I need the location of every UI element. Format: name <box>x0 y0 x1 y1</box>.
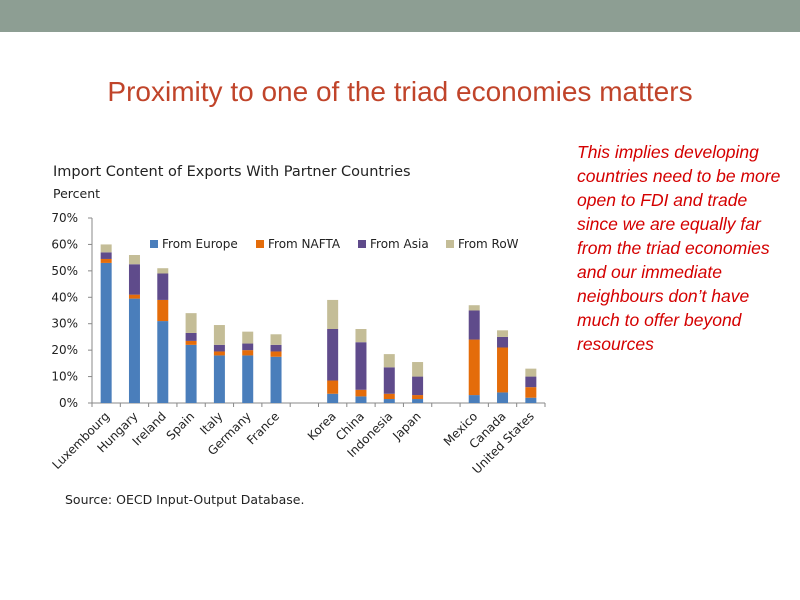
bar-segment-from-europe <box>468 395 480 403</box>
y-tick-label: 50% <box>51 264 78 278</box>
bar-segment-from-nafta <box>128 294 140 299</box>
y-tick-label: 0% <box>59 396 78 410</box>
bar-segment-from-nafta <box>525 387 537 398</box>
legend-swatch <box>446 240 454 248</box>
header-band <box>0 0 800 32</box>
bar-segment-from-row <box>270 334 282 345</box>
bar-segment-from-europe <box>412 399 424 403</box>
bar-segment-from-nafta <box>213 351 225 356</box>
bar-segment-from-europe <box>213 355 225 403</box>
legend-label: From Europe <box>162 237 238 251</box>
bar-segment-from-row <box>100 244 112 253</box>
bar-segment-from-nafta <box>100 258 112 263</box>
bar-segment-from-nafta <box>242 350 254 356</box>
bar-segment-from-asia <box>383 367 395 394</box>
bar-segment-from-row <box>213 325 225 345</box>
bar-segment-from-asia <box>270 344 282 352</box>
bar-segment-from-row <box>355 329 367 343</box>
bar-segment-from-asia <box>213 344 225 352</box>
bar-segment-from-asia <box>185 332 197 341</box>
bar-segment-from-asia <box>128 264 140 295</box>
x-tick-label: Korea <box>305 409 339 443</box>
side-note: This implies developing countries need t… <box>577 142 781 354</box>
bar-segment-from-asia <box>100 252 112 259</box>
chart-source: Source: OECD Input-Output Database. <box>65 492 305 507</box>
legend-swatch <box>150 240 158 248</box>
bar-segment-from-europe <box>497 392 509 403</box>
legend-swatch <box>358 240 366 248</box>
slide-title: Proximity to one of the triad economies … <box>107 76 693 107</box>
y-tick-label: 20% <box>51 343 78 357</box>
bar-segment-from-asia <box>327 329 339 381</box>
y-tick-label: 60% <box>51 237 78 251</box>
x-tick-label: Japan <box>389 409 423 443</box>
bar-segment-from-europe <box>383 399 395 403</box>
bar-segment-from-asia <box>468 310 480 340</box>
bar-segment-from-nafta <box>497 347 509 393</box>
bar-segment-from-nafta <box>270 351 282 357</box>
chart-title: Import Content of Exports With Partner C… <box>53 164 411 180</box>
bar-segment-from-nafta <box>327 380 339 394</box>
bar-segment-from-asia <box>525 376 537 388</box>
bar-segment-from-europe <box>128 298 140 403</box>
y-tick-label: 40% <box>51 290 78 304</box>
bar-segment-from-asia <box>497 336 509 348</box>
bar-segment-from-nafta <box>468 339 480 396</box>
x-tick-label: France <box>244 409 282 447</box>
bar-segment-from-nafta <box>355 389 367 397</box>
bar-segment-from-nafta <box>383 393 395 400</box>
bar-segment-from-europe <box>185 344 197 403</box>
bar-segment-from-europe <box>100 262 112 403</box>
bar-segment-from-europe <box>270 356 282 403</box>
bar-segment-from-europe <box>327 393 339 403</box>
y-tick-label: 70% <box>51 211 78 225</box>
bar-segment-from-row <box>525 368 537 377</box>
bar-segment-from-row <box>242 331 254 344</box>
legend-swatch <box>256 240 264 248</box>
bar-segment-from-europe <box>242 355 254 403</box>
y-tick-label: 30% <box>51 317 78 331</box>
bar-segment-from-row <box>468 305 480 311</box>
bar-segment-from-asia <box>355 342 367 390</box>
bar-segment-from-row <box>128 255 140 265</box>
bar-segment-from-row <box>327 299 339 329</box>
bar-segment-from-europe <box>355 396 367 403</box>
legend-label: From NAFTA <box>268 237 341 251</box>
bar-segment-from-row <box>185 313 197 333</box>
bar-segment-from-row <box>497 330 509 337</box>
bar-segment-from-row <box>157 268 169 274</box>
bar-segment-from-asia <box>242 343 254 351</box>
y-tick-label: 10% <box>51 370 78 384</box>
bar-segment-from-asia <box>157 273 169 300</box>
bar-segment-from-europe <box>157 321 169 403</box>
bar-segment-from-europe <box>525 397 537 403</box>
stacked-bar-chart: 0%10%20%30%40%50%60%70%LuxembourgHungary… <box>49 211 546 477</box>
bar-segment-from-nafta <box>157 299 169 322</box>
x-tick-label: Spain <box>164 409 198 443</box>
y-axis-label: Percent <box>53 186 101 201</box>
bar-segment-from-row <box>383 354 395 368</box>
bar-segment-from-asia <box>412 376 424 396</box>
bar-segment-from-nafta <box>412 395 424 400</box>
bar-segment-from-row <box>412 362 424 377</box>
bar-segment-from-nafta <box>185 340 197 345</box>
legend-label: From RoW <box>458 237 519 251</box>
legend-label: From Asia <box>370 237 429 251</box>
